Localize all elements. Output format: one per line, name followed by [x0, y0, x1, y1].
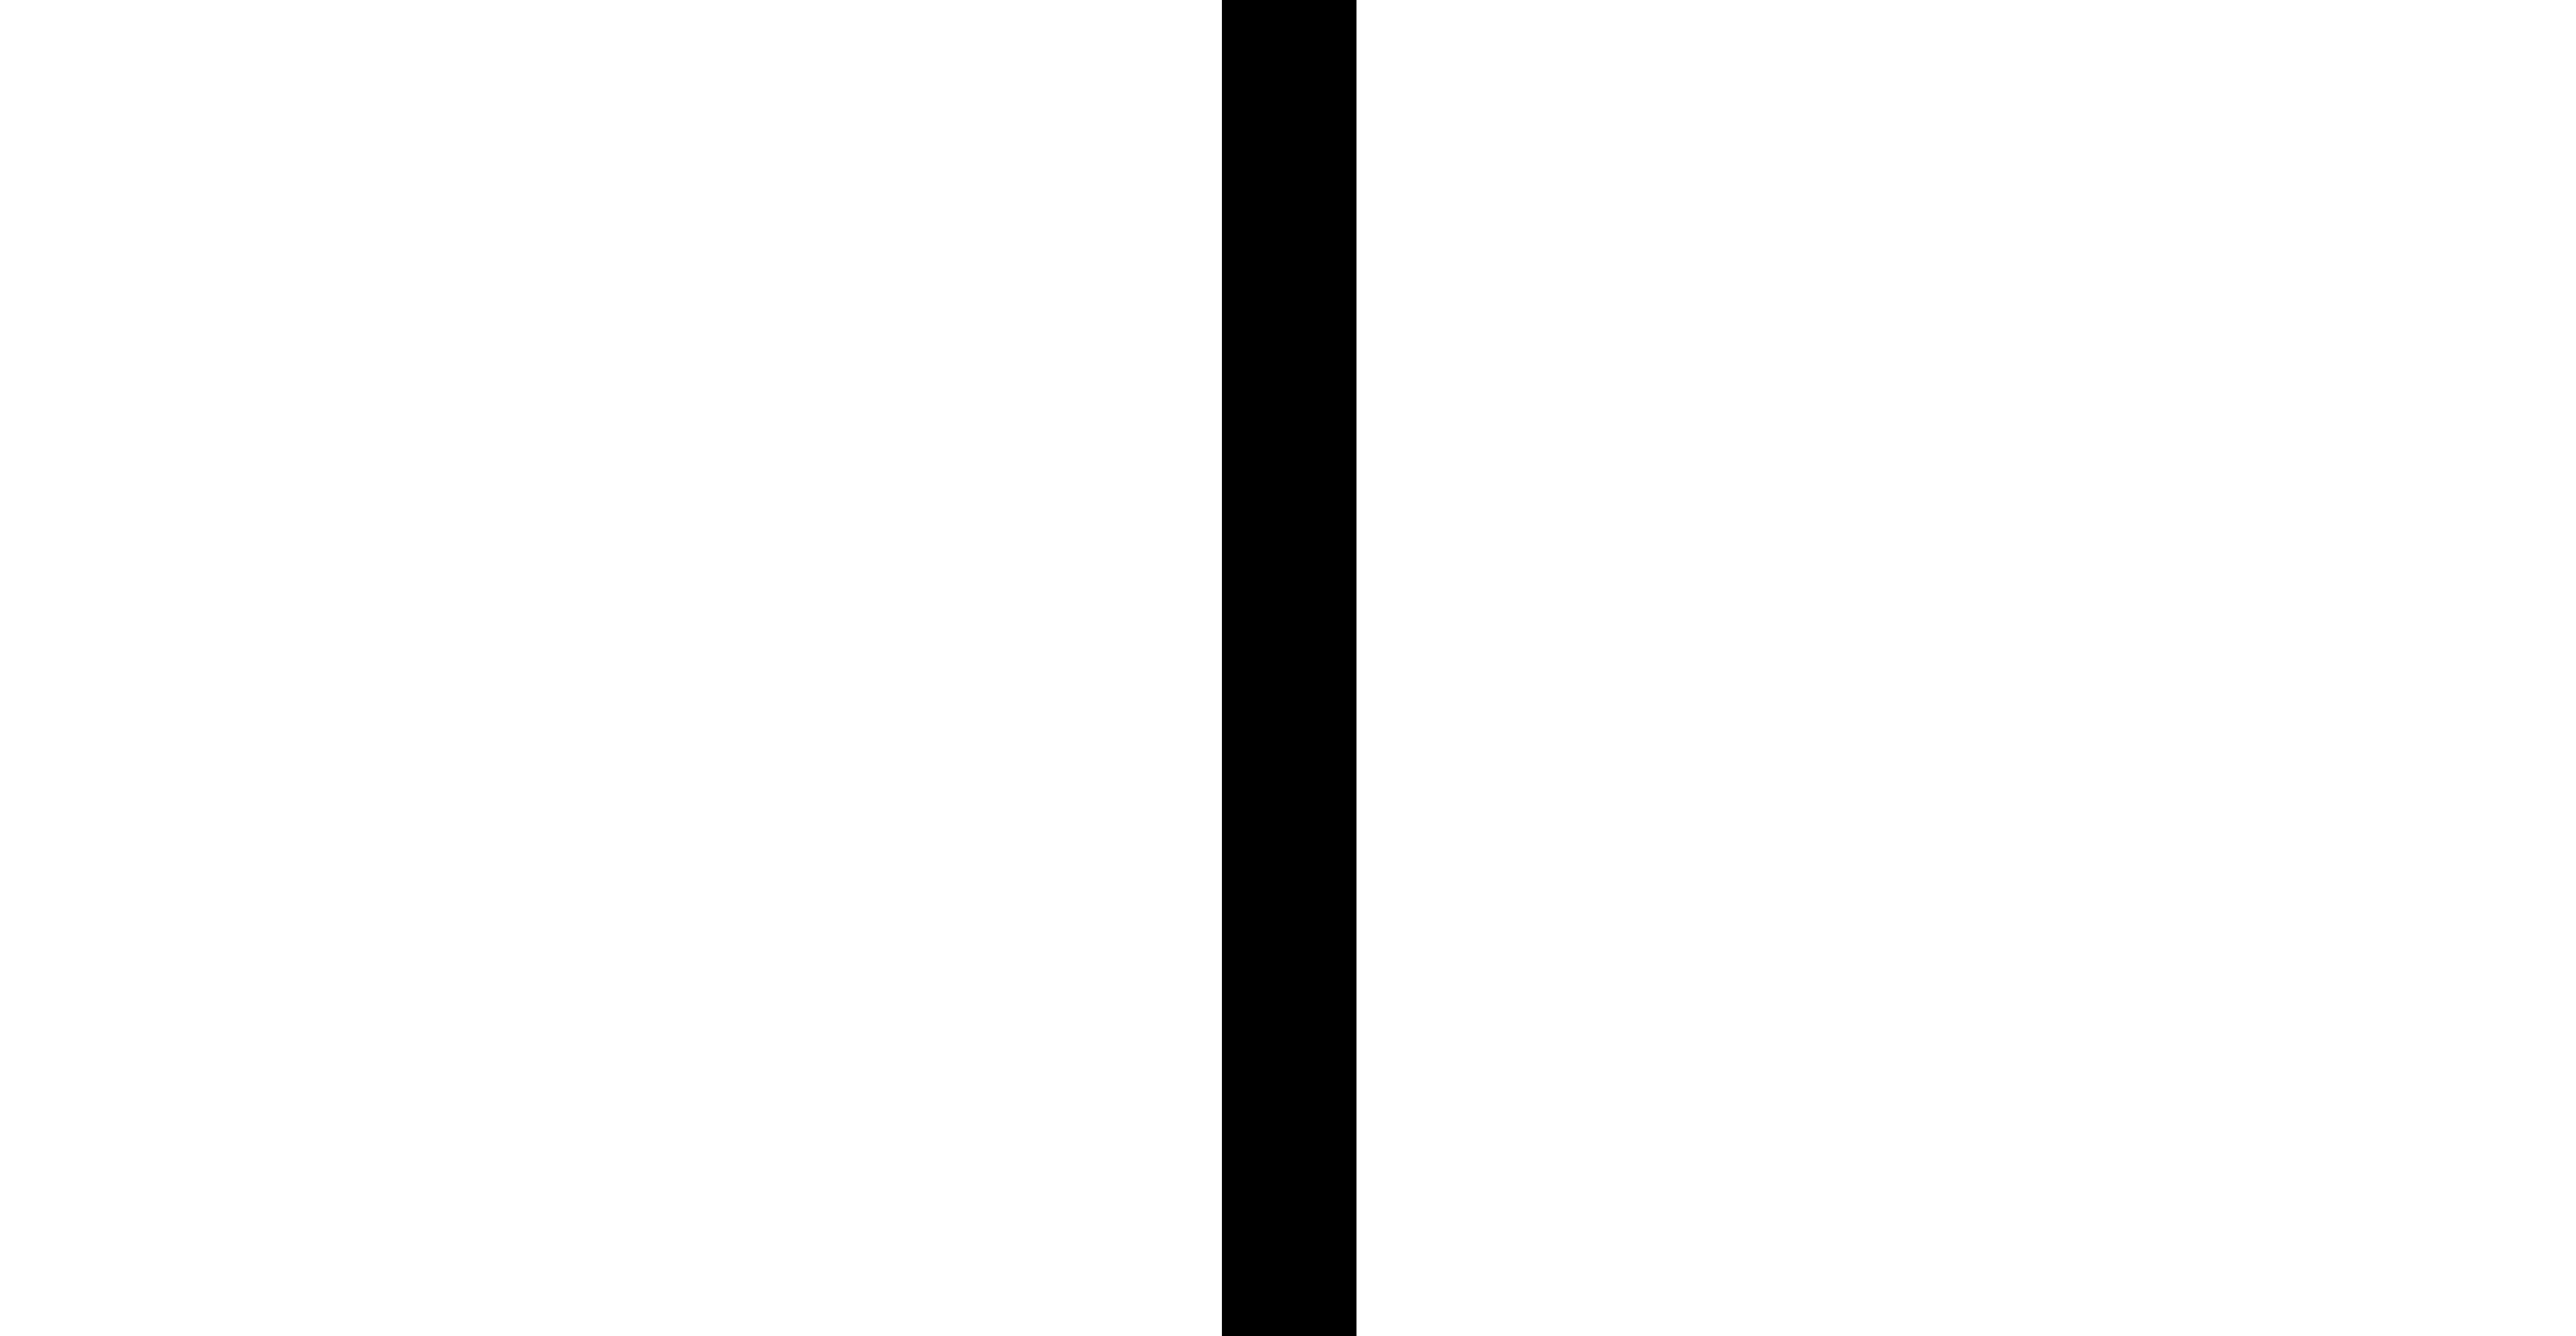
- panel-number-chart: [0, 0, 1222, 1336]
- legend: [24, 1209, 154, 1251]
- legend: [1384, 1209, 1514, 1251]
- legend-swatch-external-administration: [1384, 1226, 1423, 1233]
- legend-swatch-insolvency: [89, 1226, 127, 1233]
- line-chart-percent: [1356, 0, 2576, 1336]
- panel-divider: [1222, 0, 1356, 1336]
- line-chart-number: [0, 0, 1222, 1336]
- legend-item-external-administration: [24, 1226, 73, 1233]
- panel-percent-chart: [1356, 0, 2576, 1336]
- legend-item-insolvency: [89, 1226, 138, 1233]
- legend-swatch-insolvency: [1449, 1226, 1487, 1233]
- legend-swatch-external-administration: [24, 1226, 62, 1233]
- legend-item-external-administration: [1384, 1226, 1433, 1233]
- legend-item-insolvency: [1449, 1226, 1498, 1233]
